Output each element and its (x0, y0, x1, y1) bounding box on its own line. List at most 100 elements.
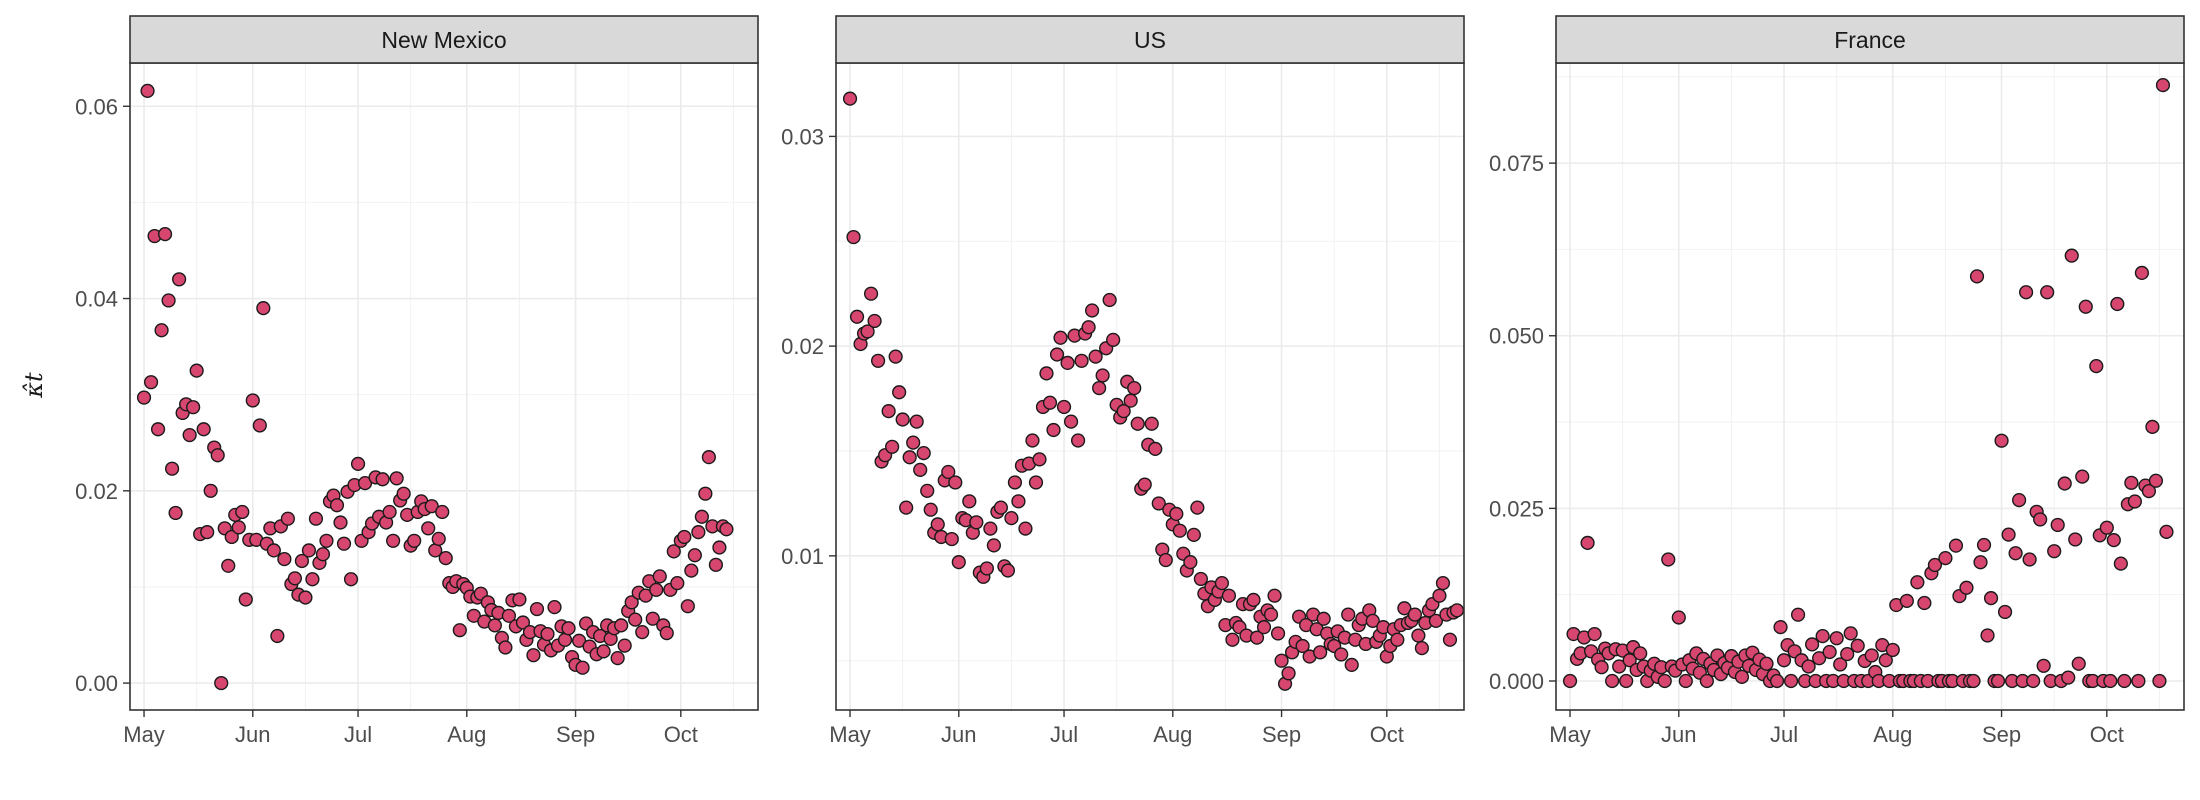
data-point (1049, 347, 1065, 362)
data-point (294, 553, 310, 569)
data-point (1169, 506, 1184, 522)
data-point (1341, 607, 1356, 622)
data-point (1801, 659, 1816, 674)
data-point (969, 515, 984, 530)
y-tick-label: 0.06 (75, 94, 118, 119)
x-tick-label: Jun (1661, 722, 1696, 747)
data-point (1843, 626, 1858, 641)
data-point (1295, 638, 1310, 654)
data-point (1092, 380, 1107, 396)
data-point (256, 301, 271, 316)
data-point (899, 500, 914, 515)
data-point (1678, 673, 1693, 689)
data-point (1256, 620, 1272, 635)
data-point (252, 418, 267, 433)
data-point (1769, 673, 1785, 689)
data-point (336, 536, 352, 551)
data-point (920, 483, 935, 498)
data-point (962, 494, 977, 509)
data-point (2103, 673, 2118, 689)
x-tick-label: May (829, 722, 871, 747)
data-point (701, 450, 716, 465)
data-point (2106, 533, 2121, 548)
data-point (624, 595, 639, 610)
y-tick-label: 0.050 (1489, 324, 1544, 349)
data-point (1085, 303, 1100, 318)
plot-area (130, 63, 758, 710)
data-point (870, 353, 886, 368)
data-point (1130, 416, 1145, 431)
data-point (1060, 355, 1075, 371)
panel-new-mexico: 0.00 0.02 0.04 0.06 May Jun Jul Aug Sep Oct New Me… (75, 15, 759, 747)
data-point (1948, 538, 1964, 553)
data-point (154, 323, 169, 338)
data-point (1657, 673, 1672, 689)
data-point (1587, 626, 1602, 642)
data-point (1927, 557, 1943, 573)
data-point (1661, 552, 1676, 567)
data-point (161, 293, 176, 308)
data-point (270, 628, 285, 644)
data-point (277, 551, 292, 567)
data-point (172, 272, 187, 287)
data-point (1365, 613, 1380, 628)
data-point (343, 572, 359, 587)
data-point (1815, 629, 1830, 644)
data-point (849, 309, 865, 324)
data-point (196, 422, 211, 437)
plot-area (1556, 63, 2184, 710)
data-point (1776, 653, 1792, 668)
data-point (617, 638, 632, 653)
data-point (182, 427, 197, 443)
data-point (308, 511, 324, 526)
data-point (1334, 647, 1349, 662)
data-point (649, 582, 664, 597)
data-point (1671, 610, 1686, 625)
data-point (407, 533, 422, 548)
data-point (1270, 626, 1286, 641)
data-point (1910, 575, 1925, 590)
data-point (386, 533, 401, 548)
data-point (2145, 419, 2160, 434)
data-point (1959, 580, 1974, 595)
data-point (1997, 604, 2013, 620)
data-point (431, 531, 446, 546)
data-point (881, 404, 896, 419)
data-point (1850, 638, 1865, 653)
data-point (1095, 368, 1110, 383)
data-point (1580, 535, 1595, 551)
data-point (596, 644, 611, 659)
data-point (2159, 524, 2174, 539)
data-point (2064, 248, 2079, 263)
data-point (1039, 366, 1054, 381)
data-point (2036, 658, 2051, 673)
data-point (2075, 469, 2090, 484)
data-point (708, 557, 724, 572)
data-point (2068, 532, 2083, 547)
data-point (948, 475, 963, 490)
data-point (1127, 380, 1142, 396)
data-point (1885, 642, 1900, 658)
data-point (515, 615, 531, 630)
data-point (547, 600, 562, 615)
data-point (892, 385, 907, 400)
data-point (1966, 673, 1981, 689)
data-point (235, 504, 250, 520)
x-tick-label: Oct (2090, 722, 2124, 747)
data-point (1790, 607, 1806, 622)
data-point (983, 521, 998, 536)
data-point (888, 349, 903, 364)
y-tick-label: 0.02 (75, 479, 118, 504)
data-point (214, 675, 229, 691)
x-tick-label: Aug (447, 722, 486, 747)
data-point (680, 599, 695, 614)
data-point (319, 533, 334, 548)
data-point (2117, 673, 2132, 689)
data-point (1116, 404, 1131, 419)
x-tick-label: Aug (1153, 722, 1192, 747)
data-point (1812, 651, 1827, 666)
data-point (2071, 656, 2086, 671)
data-point (435, 504, 450, 520)
data-point (986, 538, 1001, 553)
data-point (902, 450, 917, 465)
